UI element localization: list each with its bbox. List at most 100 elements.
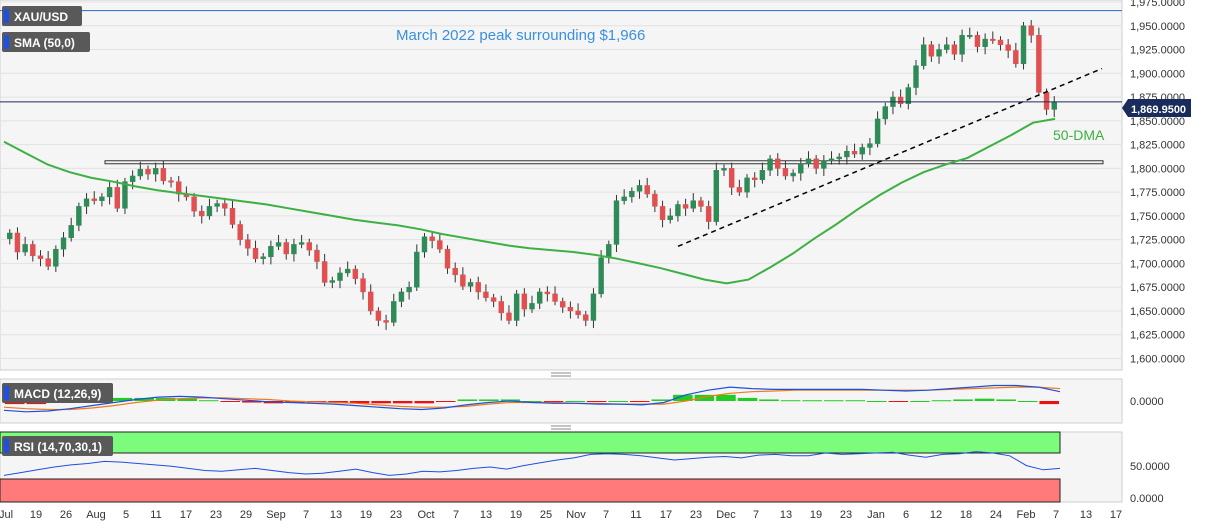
main-panel: 1,600.0000 1,625.0000 1,650.0000 1,675.0000… (0, 0, 1191, 371)
panel-resize-handle-2[interactable] (551, 425, 571, 430)
x-tick-label: 25 (540, 509, 552, 521)
candle-body (982, 38, 988, 47)
candle-body (644, 185, 650, 195)
candle-body (652, 193, 658, 207)
sma-badge[interactable]: SMA (50,0) (2, 32, 90, 52)
candle-body (129, 175, 136, 182)
candle-body (590, 293, 597, 321)
macd-histogram-bar (845, 400, 866, 402)
x-tick-label: 13 (1080, 509, 1092, 521)
x-tick-label: 19 (360, 509, 372, 521)
x-tick-label: Jul (0, 509, 13, 521)
candle-body (14, 232, 21, 253)
candle-body (736, 187, 743, 193)
candle-body (391, 301, 397, 323)
rsi-badge[interactable]: RSI (14,70,30,1) (2, 436, 113, 456)
candle-body (37, 255, 44, 259)
candle-body (406, 286, 412, 293)
macd-histogram-bar (888, 401, 909, 402)
candle-body (498, 301, 504, 314)
x-tick-label: 13 (780, 509, 792, 521)
symbol-badge[interactable]: XAU/USD (2, 6, 82, 26)
candle-body (821, 160, 827, 169)
macd-histogram-bar (457, 399, 478, 401)
candle-body (798, 163, 804, 174)
candle-body (621, 196, 627, 201)
main-gridlines (0, 1, 1122, 359)
candle-body (337, 272, 343, 281)
y-tick-label: 1,775.0000 (1130, 187, 1185, 199)
candle-body (45, 258, 51, 267)
candle-body (536, 291, 543, 304)
candle-body (460, 274, 466, 287)
x-tick-label: 13 (480, 509, 492, 521)
candle-body (375, 310, 382, 321)
macd-histogram-bar (629, 401, 650, 402)
candle-body (237, 224, 243, 240)
x-tick-label: 11 (150, 509, 161, 521)
x-tick-label: 23 (690, 509, 702, 521)
candle-body (675, 204, 681, 217)
rsi-50-tick: 50.0000 (1130, 461, 1170, 473)
y-tick-label: 1,675.0000 (1130, 282, 1185, 294)
macd-histogram-bar (392, 401, 413, 404)
candle-body (752, 177, 758, 181)
candle-body (283, 242, 289, 255)
current-price-tag: 1,869.9500 (1122, 99, 1191, 117)
macd-histogram-bar (328, 401, 348, 403)
candle-body (268, 246, 274, 258)
x-tick-label: 11 (630, 509, 641, 521)
candle-body (76, 206, 82, 226)
candle-body (91, 198, 97, 201)
macd-histogram-bar (608, 401, 628, 402)
candle-body (552, 293, 558, 302)
candle-body (920, 44, 927, 66)
candle-body (805, 158, 812, 164)
macd-histogram-bar (349, 401, 370, 404)
candle-body (1013, 50, 1019, 65)
candle-body (782, 168, 789, 177)
candle-body (1051, 101, 1057, 110)
macd-histogram-bar (931, 400, 952, 402)
candle-body (214, 203, 220, 207)
x-tick-label: 19 (810, 509, 822, 521)
candle-body (721, 168, 727, 171)
candle-body (452, 267, 458, 276)
candle-body (897, 96, 904, 104)
rsi-label: RSI (14,70,30,1) (14, 440, 102, 454)
x-tick-label: Oct (417, 509, 434, 521)
candle-body (759, 170, 766, 181)
symbol-label: XAU/USD (14, 10, 68, 24)
sma-badge-marker (4, 35, 9, 49)
candle-body (728, 168, 735, 188)
candle-body (314, 249, 320, 262)
candle-body (106, 187, 113, 198)
panel-resize-handle-1[interactable] (551, 372, 571, 377)
candle-body (867, 143, 873, 148)
candle-body (99, 196, 105, 201)
candle-body (1028, 25, 1034, 36)
macd-histogram-bar (500, 399, 521, 401)
macd-label: MACD (12,26,9) (14, 387, 101, 401)
candle-body (429, 236, 435, 241)
y-tick-label: 1,825.0000 (1130, 140, 1185, 152)
macd-badge[interactable]: MACD (12,26,9) (2, 383, 113, 403)
dma-annotation: 50-DMA (1053, 127, 1105, 143)
macd-histogram-bar (737, 397, 758, 401)
candle-body (298, 242, 305, 245)
candle-body (368, 291, 374, 312)
x-tick-label: 7 (303, 509, 309, 521)
candle-body (767, 158, 773, 171)
x-tick-label: 13 (330, 509, 342, 521)
y-tick-label: 1,700.0000 (1130, 258, 1185, 270)
candle-body (544, 291, 551, 295)
candle-body (68, 225, 74, 239)
candle-body (444, 248, 451, 269)
rsi-overbought-zone (0, 431, 1061, 454)
candle-body (575, 310, 581, 316)
candle-body (229, 208, 236, 225)
candle-body (152, 168, 159, 175)
candle-body (7, 232, 13, 239)
macd-histogram-bar (436, 401, 456, 402)
